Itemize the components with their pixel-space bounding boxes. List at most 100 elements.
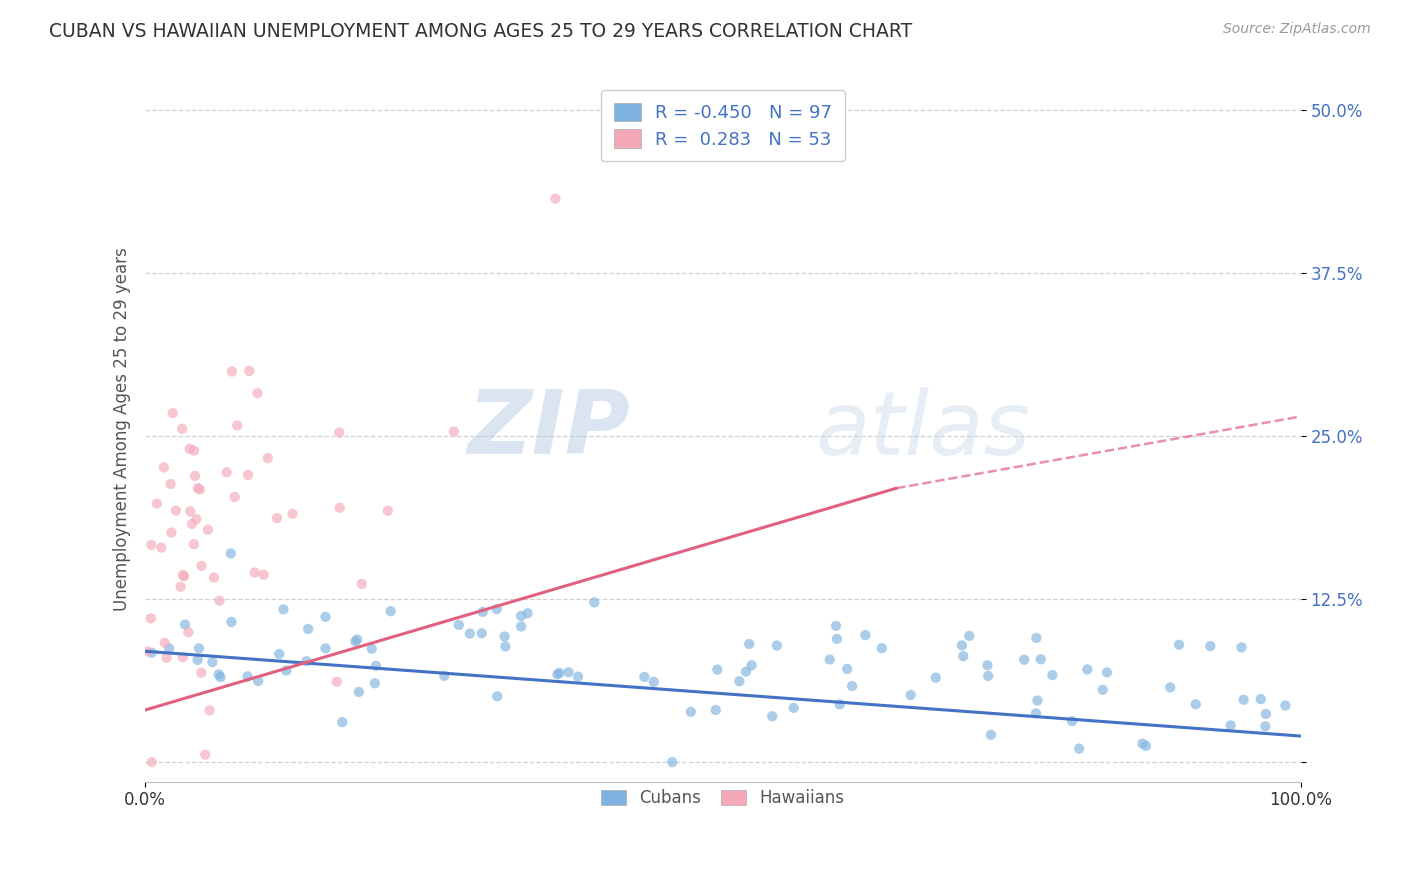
Point bbox=[347, 685, 370, 699]
Point bbox=[977, 669, 1000, 683]
Point bbox=[853, 628, 876, 642]
Point bbox=[269, 647, 291, 661]
Point bbox=[364, 676, 387, 690]
Point bbox=[329, 500, 352, 515]
Point bbox=[139, 611, 162, 625]
Point bbox=[197, 523, 219, 537]
Point bbox=[1159, 681, 1181, 695]
Point bbox=[516, 607, 538, 621]
Point bbox=[1076, 663, 1098, 677]
Point bbox=[471, 626, 494, 640]
Point bbox=[157, 641, 180, 656]
Point bbox=[1026, 693, 1049, 707]
Point bbox=[643, 674, 665, 689]
Point bbox=[1040, 668, 1063, 682]
Point bbox=[546, 667, 568, 681]
Point bbox=[273, 602, 295, 616]
Point bbox=[486, 690, 509, 704]
Point bbox=[215, 465, 238, 479]
Point bbox=[172, 568, 194, 582]
Point bbox=[208, 593, 231, 607]
Point bbox=[219, 546, 242, 560]
Point bbox=[704, 703, 727, 717]
Point bbox=[1135, 739, 1157, 753]
Point bbox=[1012, 653, 1035, 667]
Point bbox=[1091, 682, 1114, 697]
Point bbox=[735, 665, 758, 679]
Point bbox=[165, 503, 187, 517]
Point bbox=[841, 679, 863, 693]
Point bbox=[183, 537, 205, 551]
Point bbox=[183, 443, 205, 458]
Point bbox=[510, 609, 533, 624]
Point bbox=[224, 490, 246, 504]
Point bbox=[828, 698, 851, 712]
Text: Source: ZipAtlas.com: Source: ZipAtlas.com bbox=[1223, 22, 1371, 37]
Point bbox=[443, 425, 465, 439]
Point bbox=[173, 569, 195, 583]
Point bbox=[202, 571, 225, 585]
Point bbox=[169, 580, 191, 594]
Point bbox=[236, 467, 259, 482]
Point bbox=[1230, 640, 1253, 655]
Point bbox=[159, 477, 181, 491]
Point bbox=[256, 451, 278, 466]
Point bbox=[297, 622, 319, 636]
Text: ZIP: ZIP bbox=[468, 386, 630, 473]
Point bbox=[380, 604, 402, 618]
Point bbox=[150, 541, 173, 555]
Point bbox=[360, 641, 382, 656]
Point bbox=[160, 525, 183, 540]
Point bbox=[377, 504, 399, 518]
Point bbox=[276, 664, 298, 678]
Point bbox=[190, 558, 212, 573]
Point bbox=[236, 669, 259, 683]
Point bbox=[1060, 714, 1083, 728]
Point bbox=[315, 610, 337, 624]
Point bbox=[179, 504, 201, 518]
Point bbox=[141, 755, 163, 769]
Point bbox=[583, 595, 606, 609]
Point bbox=[870, 641, 893, 656]
Point bbox=[761, 709, 783, 723]
Point bbox=[433, 669, 456, 683]
Point bbox=[557, 665, 579, 680]
Point bbox=[548, 665, 571, 680]
Point bbox=[1232, 692, 1254, 706]
Point bbox=[177, 625, 200, 640]
Point bbox=[162, 406, 184, 420]
Point bbox=[544, 192, 567, 206]
Point bbox=[837, 662, 859, 676]
Point bbox=[346, 632, 368, 647]
Point bbox=[198, 703, 221, 717]
Point bbox=[766, 639, 789, 653]
Text: atlas: atlas bbox=[815, 386, 1031, 473]
Point bbox=[253, 567, 276, 582]
Point bbox=[344, 634, 367, 648]
Point bbox=[172, 650, 194, 665]
Point bbox=[179, 442, 201, 456]
Point bbox=[952, 649, 974, 664]
Point bbox=[980, 728, 1002, 742]
Point bbox=[153, 460, 176, 475]
Legend: Cubans, Hawaiians: Cubans, Hawaiians bbox=[593, 780, 853, 815]
Text: CUBAN VS HAWAIIAN UNEMPLOYMENT AMONG AGES 25 TO 29 YEARS CORRELATION CHART: CUBAN VS HAWAIIAN UNEMPLOYMENT AMONG AGE… bbox=[49, 22, 912, 41]
Point bbox=[1184, 698, 1206, 712]
Point bbox=[187, 481, 209, 495]
Point bbox=[315, 641, 337, 656]
Point bbox=[471, 605, 494, 619]
Point bbox=[741, 658, 763, 673]
Point bbox=[818, 652, 841, 666]
Point bbox=[950, 639, 973, 653]
Point bbox=[136, 644, 159, 658]
Point bbox=[141, 646, 163, 660]
Point bbox=[247, 673, 270, 688]
Point bbox=[155, 650, 177, 665]
Point bbox=[1254, 719, 1277, 733]
Point bbox=[458, 626, 481, 640]
Point bbox=[567, 670, 589, 684]
Point bbox=[194, 747, 217, 762]
Point bbox=[1219, 718, 1241, 732]
Point bbox=[153, 636, 176, 650]
Point bbox=[186, 512, 208, 526]
